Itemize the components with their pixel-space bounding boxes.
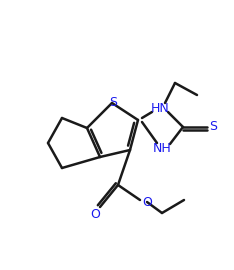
Text: NH: NH xyxy=(153,141,171,154)
Text: O: O xyxy=(90,208,100,221)
Text: HN: HN xyxy=(151,102,169,114)
Text: S: S xyxy=(109,96,117,109)
Text: S: S xyxy=(209,120,217,133)
Text: O: O xyxy=(142,195,152,208)
